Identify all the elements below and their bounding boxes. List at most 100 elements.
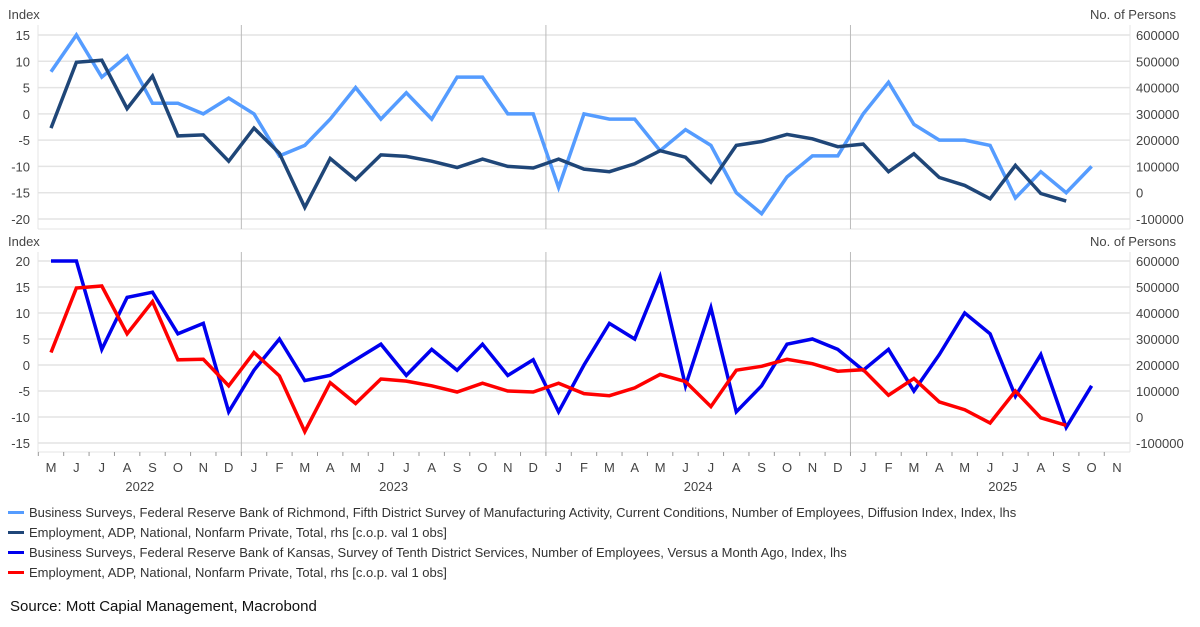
x-tick-label: A	[935, 460, 944, 475]
x-tick-label: D	[224, 460, 233, 475]
y-tick-label-right: 500000	[1136, 54, 1179, 69]
x-tick-label: J	[99, 460, 106, 475]
x-tick-label: J	[1012, 460, 1019, 475]
x-tick-label: M	[299, 460, 310, 475]
y-tick-label-left: -5	[18, 133, 30, 148]
series-line-adp_top	[49, 58, 1067, 212]
y-tick-label-left: 15	[16, 280, 30, 295]
x-tick-label: J	[860, 460, 867, 475]
legend-label: Business Surveys, Federal Reserve Bank o…	[29, 544, 847, 560]
x-tick-label: O	[782, 460, 792, 475]
legend-item: Business Surveys, Federal Reserve Bank o…	[8, 502, 1016, 522]
y-tick-label-right: 300000	[1136, 332, 1179, 347]
x-tick-label: J	[403, 460, 410, 475]
x-tick-label: F	[275, 460, 283, 475]
x-tick-label: N	[808, 460, 817, 475]
y-tick-label-right: -100000	[1136, 436, 1184, 451]
x-tick-label: M	[908, 460, 919, 475]
x-tick-label: J	[987, 460, 994, 475]
series-line-kansas	[51, 259, 1094, 432]
chart-area: 15 10 5 0 -5 -10 -15 -20 600000 500000 400000 30000…	[8, 7, 1184, 494]
y-tick-label-right: 100000	[1136, 159, 1179, 174]
x-tick-label: J	[251, 460, 258, 475]
y-axis-title-left: Index	[8, 7, 40, 22]
x-tick-label: M	[350, 460, 361, 475]
x-year-label: 2024	[684, 479, 713, 494]
x-tick-label: J	[708, 460, 715, 475]
x-tick-label: O	[477, 460, 487, 475]
legend-swatch	[8, 550, 24, 554]
x-tick-label: J	[378, 460, 385, 475]
y-tick-label-right: 0	[1136, 186, 1143, 201]
x-tick-label: A	[1036, 460, 1045, 475]
y-tick-label-right: 0	[1136, 410, 1143, 425]
legend-item: Employment, ADP, National, Nonfarm Priva…	[8, 562, 1016, 582]
x-tick-label: N	[503, 460, 512, 475]
y-tick-label-left: -10	[11, 159, 30, 174]
legend: Business Surveys, Federal Reserve Bank o…	[8, 502, 1016, 582]
x-tick-label: M	[604, 460, 615, 475]
x-year-label: 2022	[125, 479, 154, 494]
legend-item: Business Surveys, Federal Reserve Bank o…	[8, 542, 1016, 562]
x-tick-label: A	[732, 460, 741, 475]
x-tick-label: J	[73, 460, 80, 475]
legend-swatch	[8, 570, 24, 574]
legend-item: Employment, ADP, National, Nonfarm Priva…	[8, 522, 1016, 542]
y-axis-title-right: No. of Persons	[1090, 234, 1176, 249]
x-tick-label: O	[1087, 460, 1097, 475]
y-tick-label-left: 0	[23, 358, 30, 373]
y-tick-label-right: 400000	[1136, 306, 1179, 321]
x-tick-label: J	[555, 460, 562, 475]
x-tick-label: D	[833, 460, 842, 475]
x-year-label: 2023	[379, 479, 408, 494]
y-tick-label-left: 15	[16, 28, 30, 43]
series-line-richmond	[49, 31, 1093, 217]
y-tick-label-right: 200000	[1136, 358, 1179, 373]
y-tick-label-right: 500000	[1136, 280, 1179, 295]
y-tick-label-left: 5	[23, 332, 30, 347]
x-tick-label: A	[123, 460, 132, 475]
x-tick-label: A	[326, 460, 335, 475]
y-tick-label-right: 100000	[1136, 384, 1179, 399]
y-tick-label-left: 0	[23, 107, 30, 122]
x-year-label: 2025	[988, 479, 1017, 494]
y-axis-title-left: Index	[8, 234, 40, 249]
x-tick-label: F	[885, 460, 893, 475]
x-tick-label: S	[148, 460, 157, 475]
x-tick-label: A	[630, 460, 639, 475]
y-tick-label-right: -100000	[1136, 212, 1184, 227]
x-tick-label: S	[757, 460, 766, 475]
y-tick-label-right: 600000	[1136, 28, 1179, 43]
y-tick-label-right: 600000	[1136, 254, 1179, 269]
y-tick-label-left: -10	[11, 410, 30, 425]
x-tick-label: F	[580, 460, 588, 475]
x-tick-label: N	[1112, 460, 1121, 475]
x-tick-label: J	[682, 460, 689, 475]
x-tick-label: S	[1062, 460, 1071, 475]
series-line-adp_bottom	[49, 284, 1067, 436]
y-tick-label-left: -5	[18, 384, 30, 399]
source-note: Source: Mott Capial Management, Macrobon…	[10, 598, 317, 615]
y-tick-label-left: 10	[16, 54, 30, 69]
y-tick-label-left: 5	[23, 81, 30, 96]
y-tick-label-right: 200000	[1136, 133, 1179, 148]
x-tick-label: M	[959, 460, 970, 475]
legend-label: Employment, ADP, National, Nonfarm Priva…	[29, 524, 447, 540]
y-axis-title-right: No. of Persons	[1090, 7, 1176, 22]
y-tick-label-right: 300000	[1136, 107, 1179, 122]
x-tick-label: N	[199, 460, 208, 475]
legend-swatch	[8, 510, 24, 514]
legend-swatch	[8, 530, 24, 534]
x-tick-label: M	[46, 460, 57, 475]
x-tick-label: M	[655, 460, 666, 475]
legend-label: Business Surveys, Federal Reserve Bank o…	[29, 504, 1017, 520]
y-tick-label-left: 10	[16, 306, 30, 321]
y-tick-label-left: -15	[11, 186, 30, 201]
y-tick-label-left: 20	[16, 254, 30, 269]
y-tick-label-left: -20	[11, 212, 30, 227]
legend-label: Employment, ADP, National, Nonfarm Priva…	[29, 564, 447, 580]
x-tick-label: S	[453, 460, 462, 475]
y-tick-label-right: 400000	[1136, 81, 1179, 96]
x-tick-label: A	[427, 460, 436, 475]
x-tick-label: O	[173, 460, 183, 475]
